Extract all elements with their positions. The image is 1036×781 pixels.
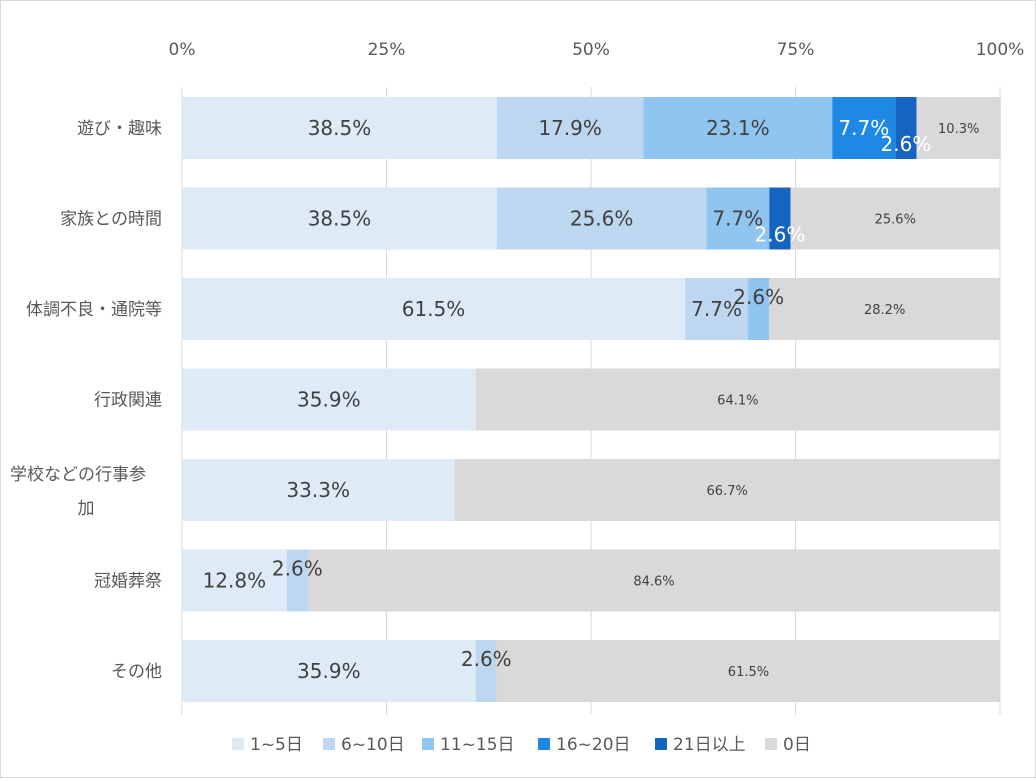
bar-segment [182, 459, 455, 521]
bar-segment [769, 187, 791, 250]
legend-swatch [232, 738, 244, 750]
data-label: 33.3% [286, 478, 350, 502]
bar-segment [685, 278, 749, 340]
x-tick-label: 25% [368, 40, 406, 60]
legend-label: 1~5日 [250, 735, 303, 755]
bar-segment [496, 640, 1000, 702]
category-label: その他 [111, 662, 162, 682]
bar-segment [454, 459, 1000, 521]
data-label: 66.7% [707, 484, 748, 499]
data-label: 35.9% [297, 659, 361, 683]
bar-segment [182, 187, 497, 250]
bar-segment [916, 97, 1001, 159]
legend-label: 16~20日 [556, 735, 631, 755]
bar-segment [496, 187, 707, 250]
data-label: 7.7% [712, 207, 763, 231]
bar-segment [790, 187, 1000, 250]
category-label: 遊び・趣味 [77, 119, 162, 139]
data-label: 23.1% [706, 116, 770, 140]
category-label: 加 [78, 499, 95, 519]
data-label: 61.5% [402, 297, 466, 321]
legend-swatch [538, 738, 550, 750]
data-label: 7.7% [691, 297, 742, 321]
data-label: 61.5% [728, 665, 769, 680]
data-label: 12.8% [203, 569, 267, 593]
bar-segment [769, 278, 1000, 340]
category-label: 家族との時間 [60, 210, 162, 230]
data-label: 7.7% [838, 116, 889, 140]
data-label: 84.6% [633, 575, 674, 590]
bar-segment [182, 368, 476, 431]
data-label: 2.6% [881, 132, 932, 156]
bar-segment [182, 549, 287, 612]
bar-segment [832, 97, 896, 159]
data-label: 2.6% [755, 223, 806, 247]
data-label: 64.1% [717, 394, 758, 409]
legend-label: 11~15日 [440, 735, 515, 755]
legend-swatch [323, 738, 335, 750]
legend-swatch [422, 738, 434, 750]
legend-label: 6~10日 [341, 735, 405, 755]
legend-label: 21日以上 [673, 735, 746, 755]
x-tick-label: 100% [976, 40, 1025, 60]
x-tick-label: 0% [169, 40, 196, 60]
data-label: 35.9% [297, 388, 361, 412]
bar-segment [706, 187, 770, 250]
category-label: 行政関連 [94, 391, 162, 411]
category-label: 体調不良・通院等 [26, 300, 162, 320]
x-tick-label: 50% [572, 40, 610, 60]
data-label: 17.9% [538, 116, 602, 140]
bar-segment [286, 549, 308, 612]
data-label: 28.2% [864, 303, 905, 318]
bar-segment [182, 278, 686, 340]
data-label: 25.6% [570, 207, 634, 231]
data-label: 2.6% [733, 285, 784, 309]
bar-segment [182, 97, 497, 159]
bar-segment [496, 97, 644, 159]
legend-swatch [765, 738, 777, 750]
bar-segment [895, 97, 917, 159]
bar-segment [475, 368, 1000, 431]
category-label: 冠婚葬祭 [94, 572, 162, 592]
data-label: 10.3% [938, 122, 979, 137]
bar-segment [748, 278, 770, 340]
bar-segment [307, 549, 1000, 612]
data-label: 2.6% [272, 557, 323, 581]
legend-label: 0日 [783, 735, 811, 755]
x-tick-label: 75% [777, 40, 815, 60]
bar-segment [182, 640, 476, 702]
bar-segment [475, 640, 497, 702]
data-label: 38.5% [308, 207, 372, 231]
bar-segment [643, 97, 833, 159]
data-label: 38.5% [308, 116, 372, 140]
legend-swatch [655, 738, 667, 750]
data-label: 25.6% [875, 213, 916, 228]
data-label: 2.6% [461, 647, 512, 671]
category-label: 学校などの行事参 [10, 465, 146, 485]
